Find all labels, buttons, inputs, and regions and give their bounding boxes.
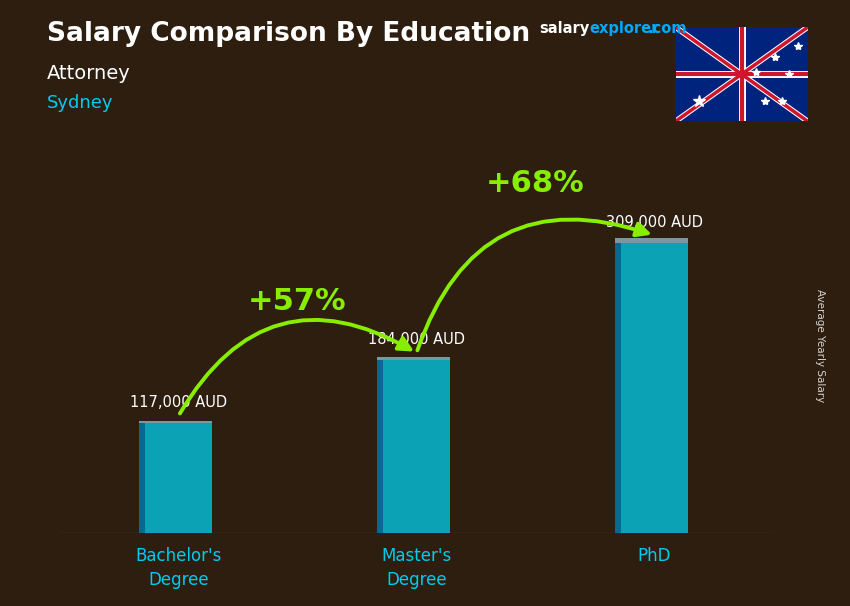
Text: salary: salary [540, 21, 590, 36]
Text: Salary Comparison By Education: Salary Comparison By Education [47, 21, 530, 47]
FancyBboxPatch shape [377, 358, 450, 361]
Text: Sydney: Sydney [47, 94, 113, 112]
FancyBboxPatch shape [615, 243, 621, 533]
Text: 184,000 AUD: 184,000 AUD [368, 332, 465, 347]
FancyBboxPatch shape [377, 361, 383, 533]
Text: explorer: explorer [589, 21, 659, 36]
Text: Average Yearly Salary: Average Yearly Salary [815, 289, 825, 402]
FancyBboxPatch shape [139, 424, 145, 533]
FancyBboxPatch shape [383, 361, 450, 533]
Text: +68%: +68% [486, 169, 585, 198]
Text: 309,000 AUD: 309,000 AUD [606, 215, 703, 230]
FancyBboxPatch shape [145, 424, 212, 533]
Text: .com: .com [648, 21, 687, 36]
FancyBboxPatch shape [621, 243, 688, 533]
FancyBboxPatch shape [615, 238, 688, 243]
Text: +57%: +57% [248, 287, 347, 316]
FancyBboxPatch shape [139, 421, 212, 424]
Text: 117,000 AUD: 117,000 AUD [130, 395, 227, 410]
Text: Attorney: Attorney [47, 64, 131, 82]
